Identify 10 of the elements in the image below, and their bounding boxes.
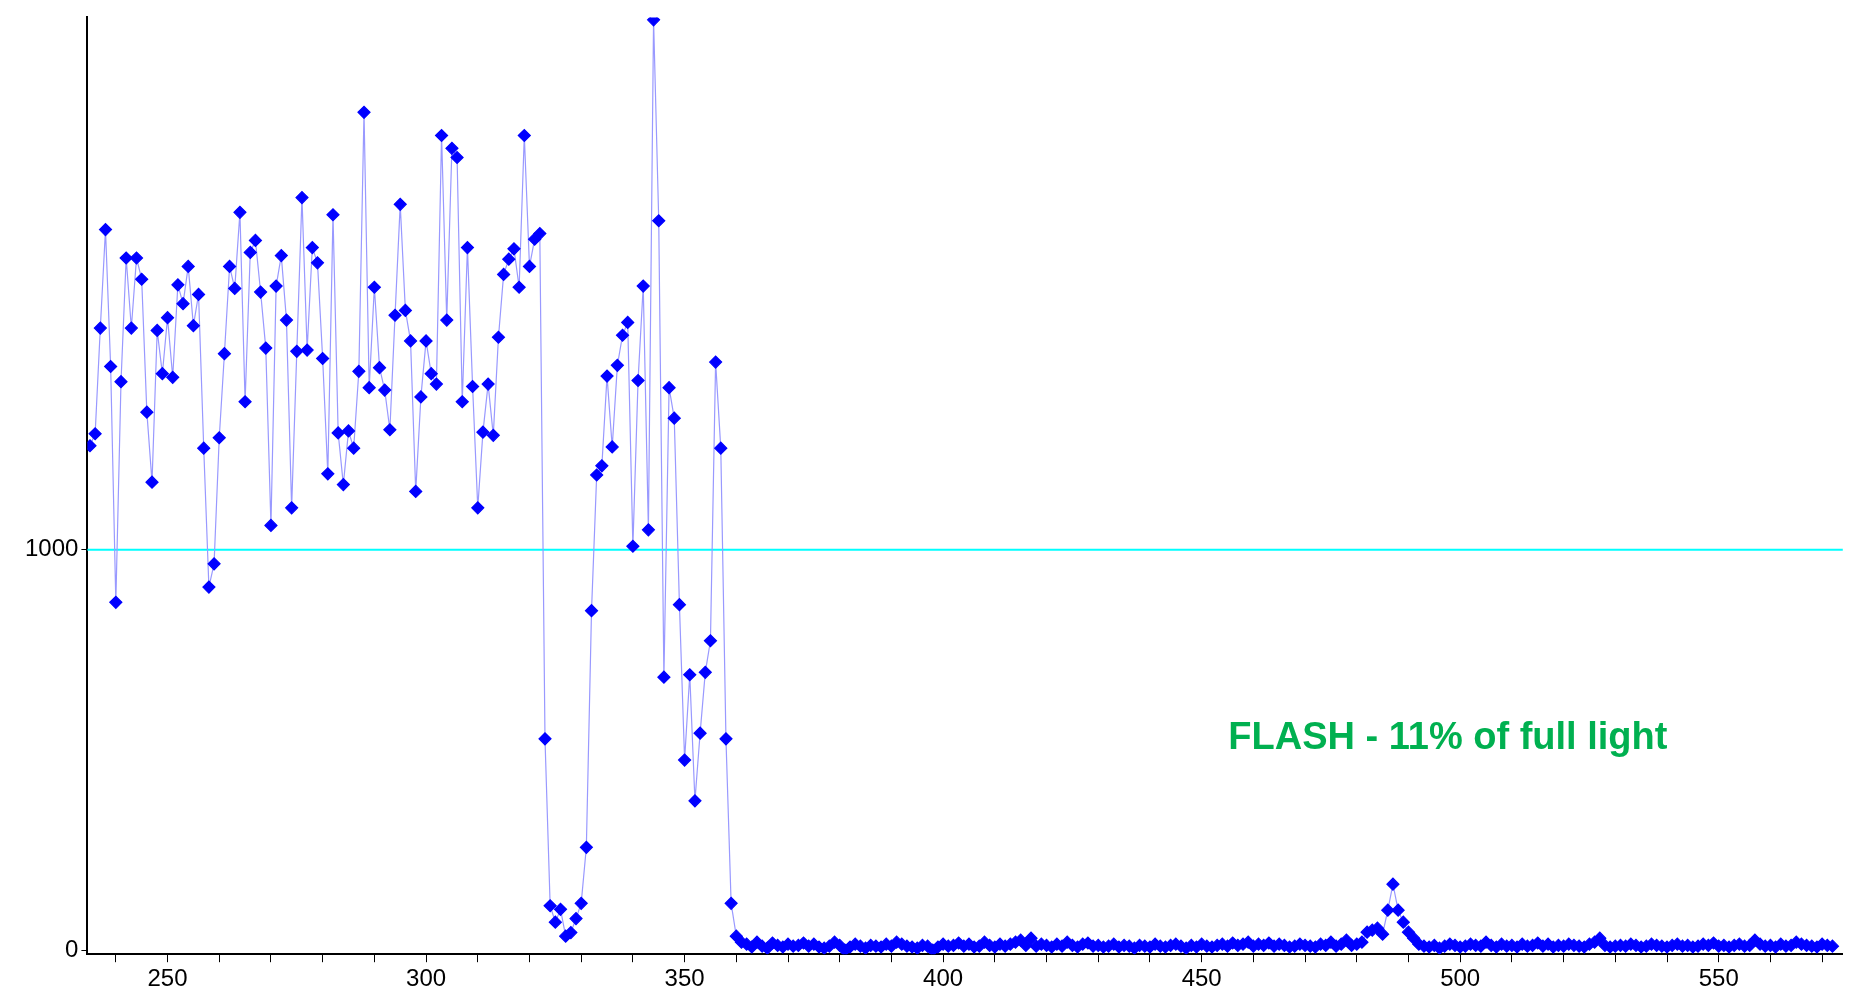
x-tick-label: 250 xyxy=(147,964,188,992)
y-tick-label: 1000 xyxy=(25,534,79,562)
x-tick-label: 450 xyxy=(1181,964,1222,992)
y-tick-label: 0 xyxy=(65,934,79,962)
x-tick-label: 300 xyxy=(406,964,447,992)
annotation: FLASH - 11% of full light xyxy=(1228,715,1668,758)
x-tick-label: 500 xyxy=(1440,964,1481,992)
x-tick-label: 350 xyxy=(664,964,705,992)
x-tick-label: 400 xyxy=(923,964,964,992)
x-tick-label: 550 xyxy=(1698,964,1739,992)
